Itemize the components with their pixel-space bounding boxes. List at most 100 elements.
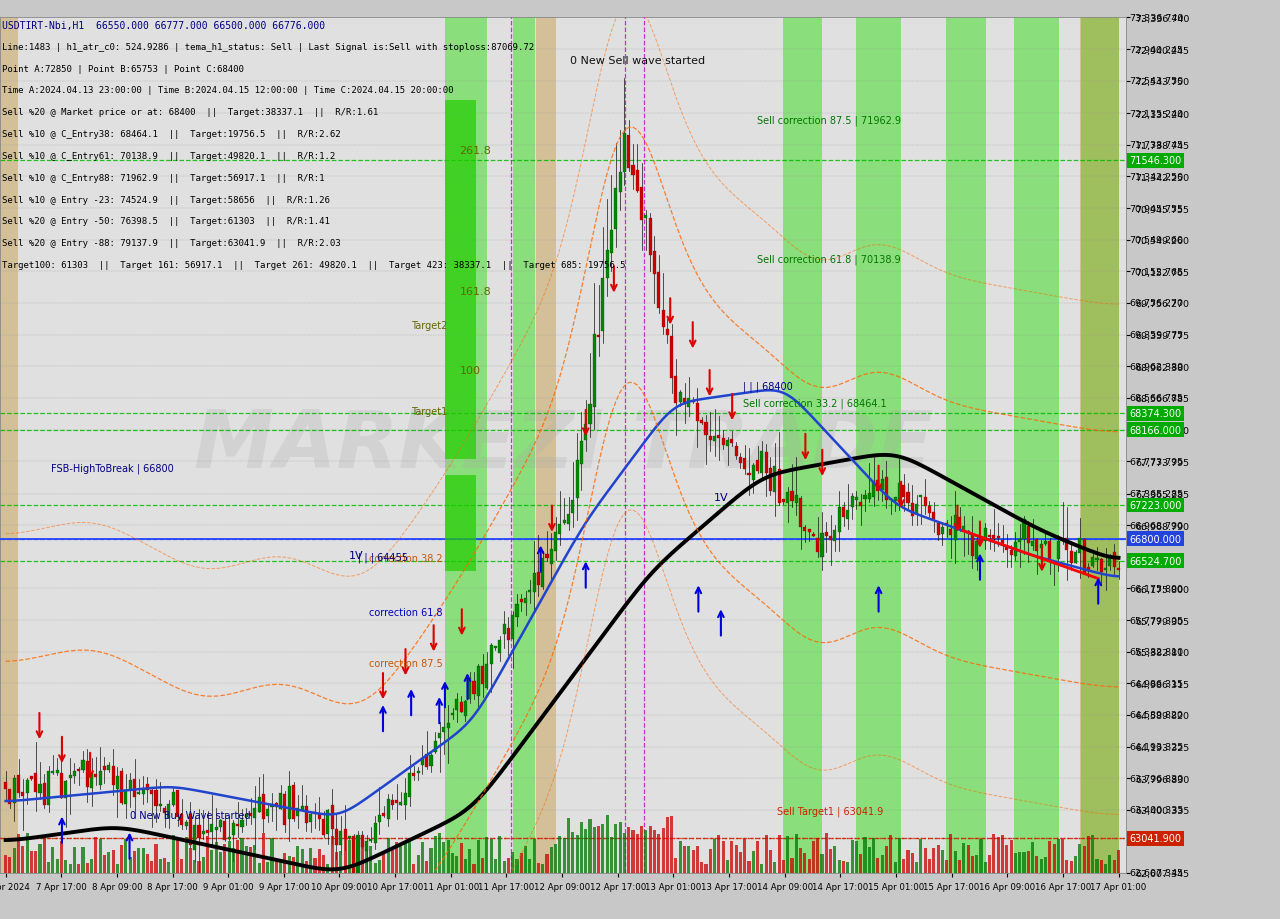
- Text: FSB-HighToBreak | 66800: FSB-HighToBreak | 66800: [51, 462, 173, 473]
- Bar: [314, 858, 316, 873]
- Bar: [223, 822, 227, 840]
- Bar: [490, 840, 493, 873]
- Bar: [524, 846, 527, 873]
- Bar: [709, 849, 712, 873]
- Bar: [946, 18, 986, 873]
- Bar: [970, 857, 974, 873]
- Bar: [425, 754, 429, 767]
- Bar: [684, 399, 686, 404]
- Text: 65,779.305: 65,779.305: [1129, 616, 1184, 625]
- Text: Target2: Target2: [411, 321, 448, 331]
- Text: USDTIRT-Nbi,H1  66550.000 66777.000 66500.000 66776.000: USDTIRT-Nbi,H1 66550.000 66777.000 66500…: [3, 21, 325, 31]
- Bar: [704, 423, 708, 436]
- Bar: [120, 845, 123, 873]
- Bar: [476, 840, 480, 873]
- Bar: [623, 834, 626, 873]
- Bar: [51, 846, 55, 873]
- Bar: [1065, 539, 1069, 550]
- Bar: [1027, 527, 1030, 543]
- Bar: [1091, 835, 1094, 873]
- Bar: [627, 136, 630, 169]
- Bar: [636, 834, 639, 873]
- Bar: [443, 842, 445, 873]
- Bar: [941, 528, 943, 535]
- Bar: [945, 523, 948, 526]
- Bar: [365, 841, 369, 851]
- Bar: [356, 835, 360, 873]
- Text: MARKEZI TRADE: MARKEZI TRADE: [193, 407, 933, 484]
- Bar: [859, 855, 863, 873]
- Bar: [35, 773, 37, 792]
- Bar: [808, 859, 810, 873]
- Bar: [691, 850, 695, 873]
- Bar: [979, 839, 983, 873]
- Bar: [228, 842, 230, 873]
- Bar: [370, 839, 372, 842]
- Bar: [618, 822, 622, 873]
- Text: 66524.700: 66524.700: [1129, 556, 1181, 566]
- Bar: [163, 808, 166, 813]
- Bar: [1112, 552, 1116, 567]
- Bar: [60, 773, 63, 799]
- Bar: [468, 849, 471, 873]
- Bar: [744, 839, 746, 873]
- Bar: [1108, 856, 1111, 873]
- Bar: [700, 862, 703, 873]
- Bar: [516, 858, 518, 873]
- Bar: [910, 853, 914, 873]
- Bar: [326, 864, 329, 873]
- Bar: [760, 864, 763, 873]
- Bar: [837, 507, 841, 533]
- Bar: [77, 864, 81, 873]
- Bar: [1036, 539, 1038, 551]
- Bar: [795, 834, 797, 873]
- Bar: [142, 788, 145, 794]
- Bar: [370, 846, 372, 873]
- Bar: [82, 761, 84, 770]
- Bar: [868, 847, 870, 873]
- Bar: [102, 766, 106, 770]
- Bar: [4, 782, 8, 789]
- Bar: [928, 506, 931, 514]
- Bar: [1023, 519, 1025, 539]
- Bar: [675, 857, 677, 873]
- Text: Sell correction 61.8 | 70138.9: Sell correction 61.8 | 70138.9: [756, 255, 901, 265]
- Bar: [984, 528, 987, 541]
- Bar: [671, 336, 673, 379]
- Bar: [864, 495, 867, 500]
- Bar: [678, 841, 682, 873]
- Text: Sell Target1 | 63041.9: Sell Target1 | 63041.9: [777, 805, 883, 816]
- Bar: [988, 535, 991, 538]
- Bar: [713, 839, 716, 873]
- Bar: [529, 859, 531, 873]
- Bar: [877, 858, 879, 873]
- Bar: [175, 790, 179, 817]
- Bar: [250, 813, 252, 816]
- Bar: [0, 18, 18, 873]
- Bar: [653, 830, 657, 873]
- Bar: [172, 792, 175, 806]
- Bar: [241, 821, 243, 827]
- Bar: [430, 847, 433, 873]
- Text: 73,336.740: 73,336.740: [1129, 14, 1184, 23]
- Text: 64,589.820: 64,589.820: [1129, 710, 1184, 720]
- Bar: [206, 831, 209, 833]
- Bar: [361, 835, 364, 847]
- Bar: [1083, 846, 1085, 873]
- Bar: [485, 837, 489, 873]
- Bar: [408, 774, 411, 798]
- Bar: [812, 534, 815, 537]
- Bar: [717, 834, 721, 873]
- Bar: [640, 188, 643, 221]
- Bar: [563, 837, 566, 873]
- Bar: [722, 438, 724, 445]
- Bar: [172, 835, 175, 873]
- Bar: [507, 857, 509, 873]
- Bar: [352, 846, 356, 873]
- Bar: [236, 840, 239, 873]
- Bar: [137, 791, 141, 794]
- Bar: [279, 859, 282, 873]
- Bar: [524, 598, 527, 603]
- Bar: [310, 814, 312, 823]
- Bar: [323, 819, 325, 835]
